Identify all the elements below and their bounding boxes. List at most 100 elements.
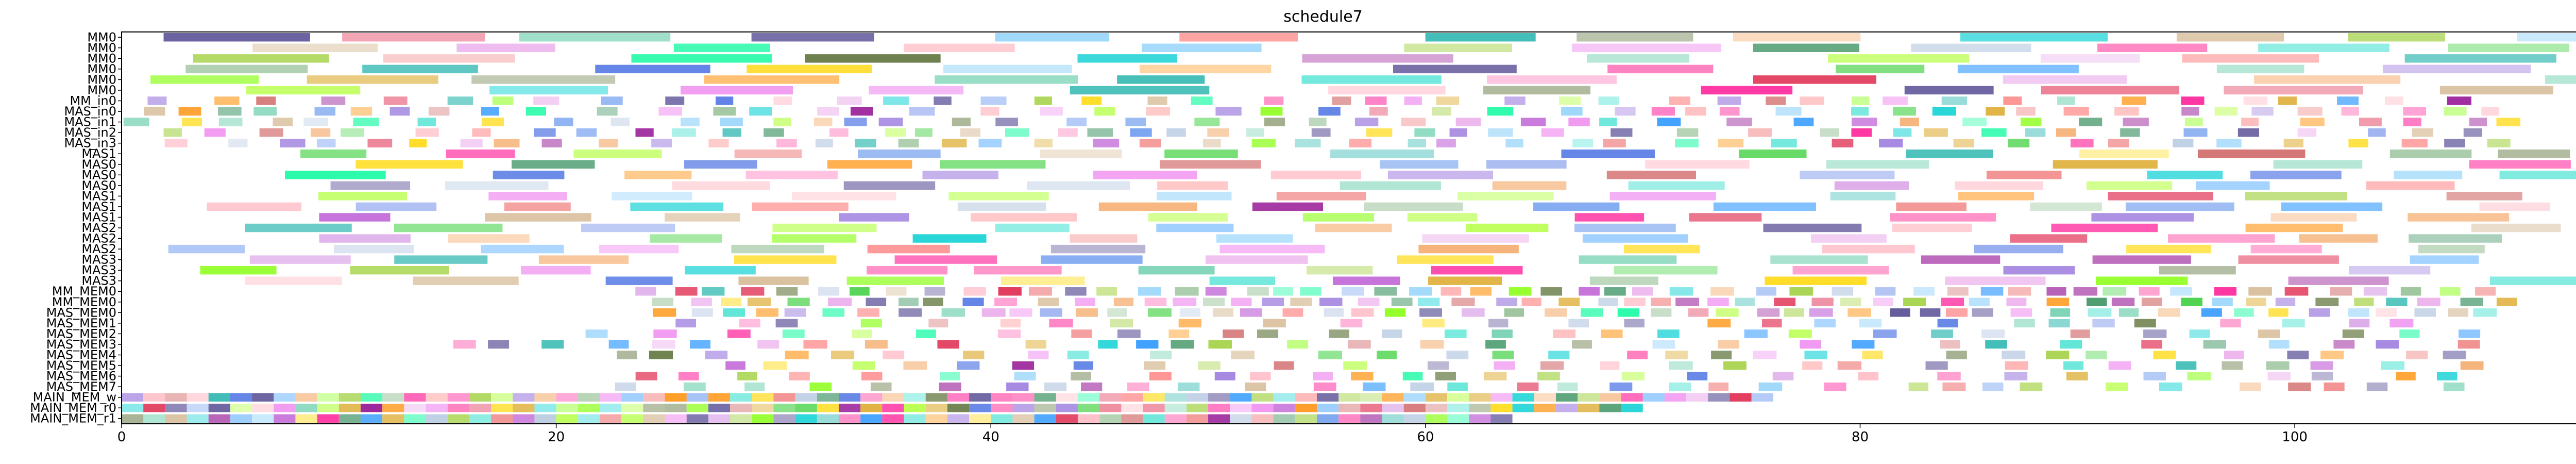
schedule-bar — [472, 128, 491, 137]
schedule-bar — [720, 118, 743, 126]
schedule-bar — [1203, 297, 1225, 306]
y-tick-label: MAS_MEM5 — [46, 358, 116, 373]
schedule-bar — [1589, 276, 1658, 285]
schedule-bar — [643, 414, 665, 423]
schedule-bar — [1920, 308, 1941, 317]
schedule-bar — [1136, 340, 1159, 349]
schedule-bar — [974, 266, 1062, 275]
schedule-bar — [333, 244, 414, 254]
schedule-bar — [1418, 297, 1440, 306]
schedule-bar — [1282, 308, 1303, 317]
schedule-bar — [1077, 54, 1178, 63]
schedule-bar — [1318, 351, 1343, 359]
schedule-bar — [1771, 139, 1797, 147]
schedule-bar — [382, 414, 404, 423]
schedule-bar — [2309, 308, 2330, 317]
schedule-bar — [1469, 393, 1491, 402]
schedule-bar — [925, 393, 947, 402]
schedule-bar — [844, 118, 867, 126]
schedule-bar — [2096, 276, 2188, 285]
schedule-bar — [1548, 351, 1570, 359]
schedule-bar — [843, 181, 936, 190]
schedule-bar — [948, 192, 1049, 201]
schedule-bar — [1138, 266, 1215, 275]
schedule-bar — [727, 329, 751, 338]
schedule-bar — [1717, 96, 1741, 105]
schedule-bar — [1276, 192, 1366, 201]
schedule-bar — [631, 54, 772, 63]
schedule-bar — [617, 351, 637, 359]
schedule-bar — [1403, 414, 1426, 423]
schedule-bar — [1758, 382, 1783, 391]
y-tick-label: MM_in0 — [70, 94, 116, 108]
schedule-bar — [1937, 372, 1961, 380]
schedule-bar — [471, 75, 616, 84]
schedule-bar — [1315, 223, 1392, 233]
schedule-bar — [1245, 382, 1266, 391]
schedule-bar — [1365, 96, 1387, 105]
schedule-bar — [554, 118, 573, 126]
schedule-bar — [1081, 96, 1102, 105]
schedule-bar — [1617, 308, 1639, 317]
schedule-bar — [686, 393, 708, 402]
schedule-bar — [200, 266, 277, 275]
schedule-bar — [722, 128, 741, 137]
schedule-bar — [1150, 351, 1172, 359]
x-tick-label: 0 — [117, 429, 126, 445]
schedule-bar — [1223, 329, 1244, 338]
schedule-bar — [460, 139, 483, 147]
schedule-bar — [513, 393, 535, 402]
schedule-bar — [2020, 382, 2043, 391]
schedule-bar — [2241, 118, 2259, 126]
schedule-bar — [2281, 202, 2383, 211]
schedule-bar — [649, 351, 673, 359]
schedule-bar — [2471, 223, 2561, 233]
schedule-bar — [708, 414, 731, 423]
schedule-bar — [1828, 54, 1970, 63]
schedule-bar — [1733, 33, 1861, 42]
schedule-bar — [1723, 361, 1747, 370]
schedule-bar — [822, 308, 845, 317]
schedule-bar — [708, 403, 731, 412]
schedule-bar — [585, 329, 608, 338]
schedule-bar — [939, 382, 961, 391]
schedule-bar — [2403, 107, 2427, 116]
schedule-bar — [963, 351, 985, 359]
schedule-bar — [1624, 297, 1646, 306]
schedule-bar — [2258, 329, 2280, 338]
schedule-bar — [1982, 382, 2004, 391]
schedule-bar — [1512, 393, 1534, 402]
schedule-bar — [991, 403, 1013, 412]
schedule-bar — [1231, 351, 1255, 359]
schedule-bar — [1809, 308, 1833, 317]
schedule-bar — [599, 139, 618, 147]
schedule-bar — [2212, 297, 2233, 306]
schedule-bar — [1198, 361, 1221, 370]
schedule-bar — [1718, 139, 1744, 147]
schedule-bar — [2056, 128, 2076, 137]
schedule-bar — [1739, 150, 1807, 158]
schedule-bar — [2311, 372, 2333, 380]
schedule-bar — [963, 287, 986, 296]
schedule-bar — [1744, 329, 1768, 338]
schedule-bar — [1669, 96, 1690, 105]
schedule-bar — [2203, 340, 2226, 349]
schedule-bar — [493, 171, 565, 179]
schedule-bar — [1366, 128, 1393, 137]
schedule-bar — [1447, 403, 1469, 412]
schedule-bar — [1264, 96, 1284, 105]
schedule-bar — [789, 372, 810, 380]
schedule-bar — [318, 192, 408, 201]
schedule-bar — [2246, 297, 2266, 306]
schedule-bar — [1110, 319, 1133, 328]
schedule-bar — [256, 96, 276, 105]
schedule-bar — [1572, 139, 1594, 147]
schedule-bar — [782, 329, 805, 338]
y-tick-label: MM0 — [87, 72, 116, 87]
schedule-bar — [1940, 340, 1960, 349]
schedule-bar — [383, 54, 515, 63]
schedule-bar — [2448, 308, 2468, 317]
schedule-bar — [925, 403, 947, 412]
schedule-bar — [1138, 287, 1161, 296]
